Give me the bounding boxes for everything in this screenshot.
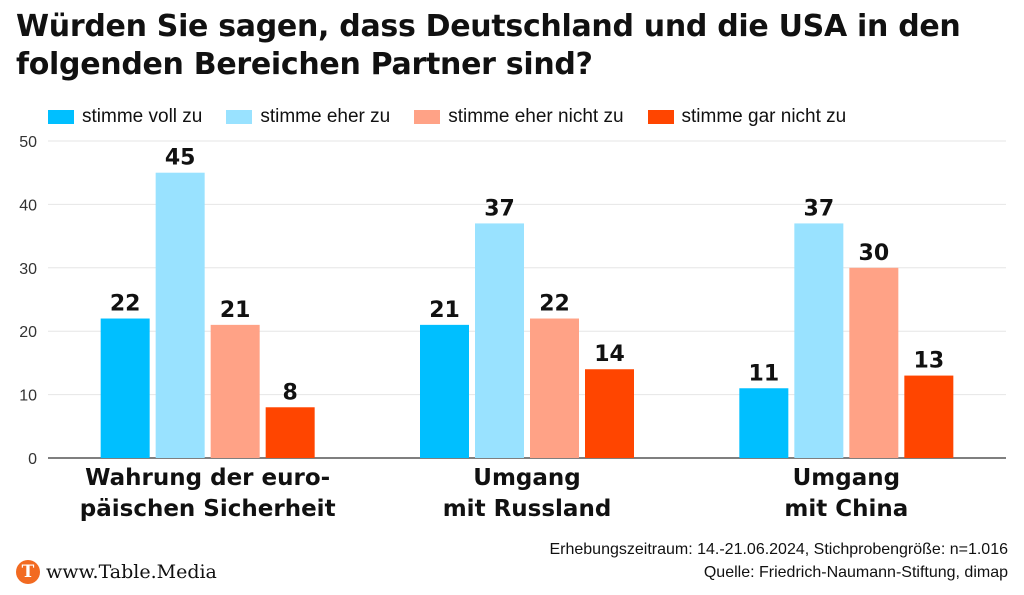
- chart-title: Würden Sie sagen, dass Deutschland und d…: [16, 9, 961, 82]
- bar-0-2: [210, 324, 260, 458]
- bar-1-3: [585, 369, 634, 458]
- legend-swatch-voll: [48, 110, 74, 124]
- legend-swatch-eher-nicht: [414, 110, 441, 124]
- legend-label-eher: stimme eher zu: [260, 106, 391, 127]
- bar-2-0: [739, 388, 789, 458]
- bar-1-0: [420, 324, 469, 458]
- bar-0-0: [100, 318, 150, 458]
- legend-label-voll: stimme voll zu: [82, 106, 203, 127]
- legend-label-eher-nicht: stimme eher nicht zu: [448, 106, 624, 127]
- bar-2-1: [794, 223, 844, 458]
- y-tick-label-30: 30: [19, 261, 37, 278]
- brand-url: www.Table.Media: [46, 561, 217, 583]
- brand: T www.Table.Media: [16, 560, 217, 584]
- legend-swatch-gar-nicht: [647, 110, 674, 124]
- data-label-0-1: 45: [165, 146, 196, 171]
- legend: stimme voll zu stimme eher zu stimme ehe…: [48, 106, 846, 128]
- bar-1-1: [475, 223, 524, 458]
- y-tick-label-0: 0: [28, 451, 37, 468]
- category-label-0-0: Wahrung der euro-: [85, 465, 330, 491]
- data-label-1-2: 22: [539, 292, 570, 317]
- data-label-2-3: 13: [914, 349, 945, 374]
- data-label-2-2: 30: [859, 241, 890, 266]
- data-label-0-0: 22: [110, 292, 141, 317]
- legend-item-gar-nicht: stimme gar nicht zu: [647, 106, 847, 128]
- category-label-1-1: mit Russland: [443, 496, 612, 522]
- category-label-2-1: mit China: [784, 496, 908, 522]
- legend-swatch-eher: [226, 110, 253, 124]
- data-label-1-1: 37: [484, 196, 515, 221]
- data-label-1-3: 14: [594, 342, 625, 367]
- footer-notes: Erhebungszeitraum: 14.-21.06.2024, Stich…: [549, 538, 1008, 584]
- legend-item-eher: stimme eher zu: [226, 106, 390, 128]
- table-media-logo-icon: T: [16, 560, 40, 584]
- data-label-0-2: 21: [220, 298, 251, 323]
- legend-item-voll: stimme voll zu: [48, 106, 202, 128]
- source-note: Quelle: Friedrich-Naumann-Stiftung, dima…: [703, 564, 1008, 581]
- data-label-0-3: 8: [283, 380, 298, 405]
- y-tick-label-50: 50: [19, 134, 37, 151]
- legend-item-eher-nicht: stimme eher nicht zu: [414, 106, 624, 128]
- y-tick-label-40: 40: [19, 197, 37, 214]
- bar-0-1: [155, 172, 205, 458]
- y-tick-label-20: 20: [19, 324, 37, 341]
- legend-label-gar-nicht: stimme gar nicht zu: [681, 106, 847, 127]
- bar-0-3: [265, 407, 315, 458]
- category-label-2-0: Umgang: [793, 465, 900, 491]
- data-label-1-0: 21: [429, 298, 460, 323]
- category-label-1-0: Umgang: [473, 465, 580, 491]
- bar-1-2: [530, 318, 579, 458]
- y-tick-label-10: 10: [19, 388, 37, 405]
- survey-period: Erhebungszeitraum: 14.-21.06.2024, Stich…: [549, 541, 1008, 558]
- bar-2-3: [904, 375, 954, 458]
- bar-2-2: [849, 267, 899, 458]
- data-label-2-1: 37: [804, 196, 835, 221]
- data-label-2-0: 11: [749, 361, 780, 386]
- category-label-0-1: päischen Sicherheit: [80, 496, 336, 522]
